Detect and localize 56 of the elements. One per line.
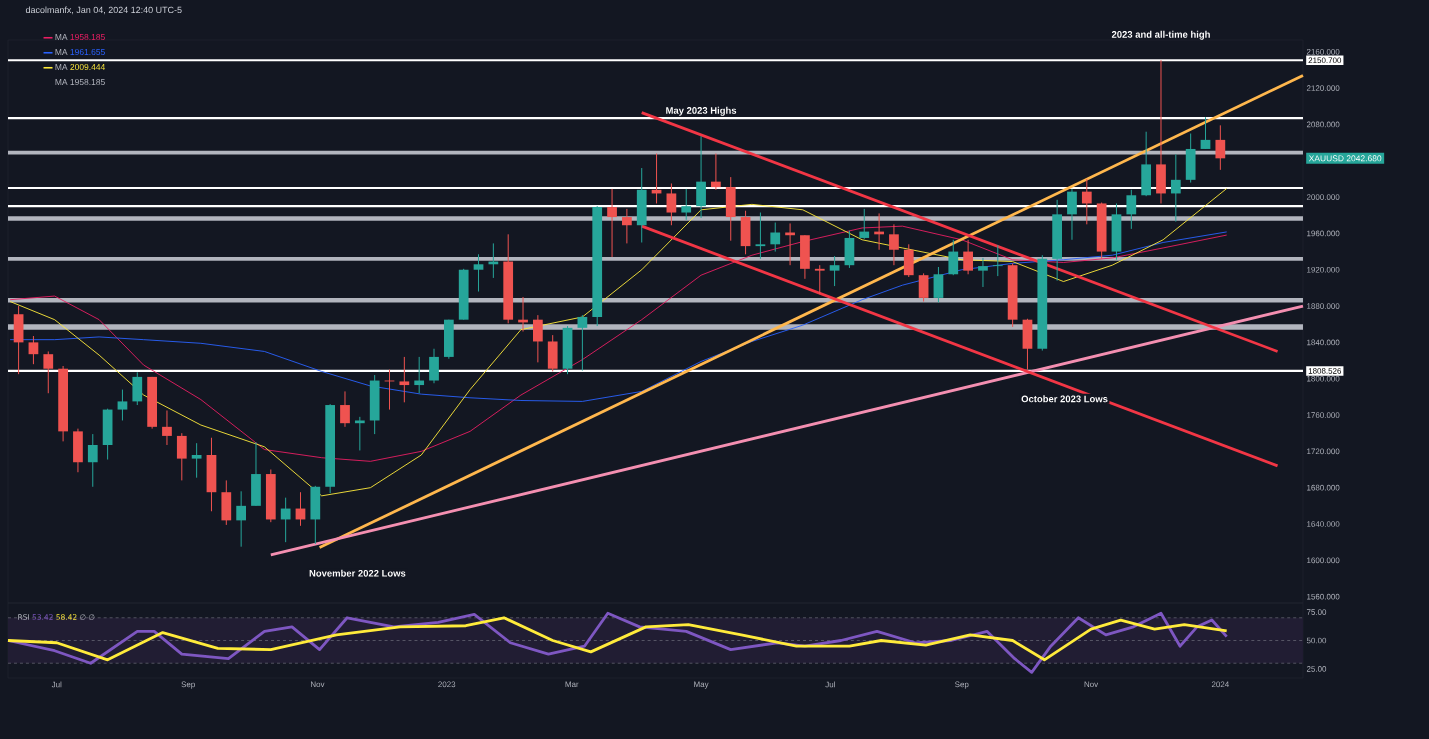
candlestick xyxy=(992,244,1003,277)
candlestick xyxy=(43,350,54,394)
annotation: 2023 and all-time high xyxy=(1111,30,1210,40)
candlestick xyxy=(859,208,870,240)
annotation: November 2022 Lows xyxy=(309,569,406,577)
candlestick xyxy=(236,490,247,548)
candlestick xyxy=(607,188,617,258)
candlestick xyxy=(280,497,291,543)
candlestick xyxy=(948,239,959,276)
candlestick xyxy=(28,335,39,365)
annotation: 1961.655 xyxy=(70,49,105,55)
annotation: May 2023 Highs xyxy=(666,106,737,116)
candlestick xyxy=(340,390,350,428)
candlestick xyxy=(1200,116,1211,150)
candlestick xyxy=(1081,178,1092,225)
candlestick xyxy=(933,266,944,303)
candlestick xyxy=(681,188,692,221)
line-series xyxy=(9,188,1228,497)
text: XAUUSD 2042.680 xyxy=(1308,155,1382,162)
line-series xyxy=(9,225,1228,462)
candlestick xyxy=(1170,153,1181,223)
candlestick xyxy=(770,222,781,253)
candlestick xyxy=(666,182,677,226)
candlestick xyxy=(117,389,128,421)
line-series xyxy=(9,231,1228,402)
candlestick xyxy=(354,416,365,451)
legend-label: MA xyxy=(55,34,68,40)
candlestick xyxy=(814,264,825,295)
candlestick xyxy=(918,272,929,303)
candlestick xyxy=(176,432,187,481)
candlestick xyxy=(191,442,202,479)
candlestick xyxy=(577,314,588,372)
text: 1958.185 xyxy=(70,34,105,40)
candlestick xyxy=(711,153,721,191)
candlestick xyxy=(414,356,425,394)
candlestick xyxy=(162,409,172,446)
candlestick xyxy=(532,314,543,363)
candlestick xyxy=(1215,124,1226,171)
candlestick xyxy=(1067,188,1077,241)
candlestick xyxy=(829,255,840,287)
legend-label: MA xyxy=(55,64,68,70)
candlestick xyxy=(963,239,973,275)
candlestick xyxy=(978,257,988,288)
candlestick xyxy=(1126,189,1137,230)
annotation: 2009.444 xyxy=(70,64,105,70)
candlestick xyxy=(429,348,439,384)
annotation: MA 1958.185 xyxy=(55,79,105,85)
candlestick xyxy=(87,433,98,488)
candlestick xyxy=(755,212,766,260)
candlestick xyxy=(889,223,899,266)
legend-label: MA xyxy=(55,49,68,55)
candlestick xyxy=(473,253,484,293)
candlestick xyxy=(622,208,632,244)
chart-title: dacolmanfx, Jan 04, 2024 12:40 UTC-5 xyxy=(25,6,182,15)
candlestick xyxy=(399,356,410,403)
annotation: October 2023 Lows xyxy=(1021,395,1108,403)
